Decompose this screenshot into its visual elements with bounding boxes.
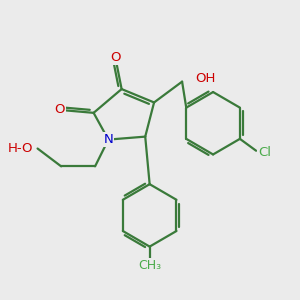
Text: CH₃: CH₃ (138, 259, 161, 272)
Text: Cl: Cl (258, 146, 271, 159)
Text: O: O (54, 103, 65, 116)
Text: OH: OH (195, 72, 216, 85)
Text: O: O (110, 51, 121, 64)
Text: N: N (103, 133, 113, 146)
Text: H-O: H-O (8, 142, 33, 155)
